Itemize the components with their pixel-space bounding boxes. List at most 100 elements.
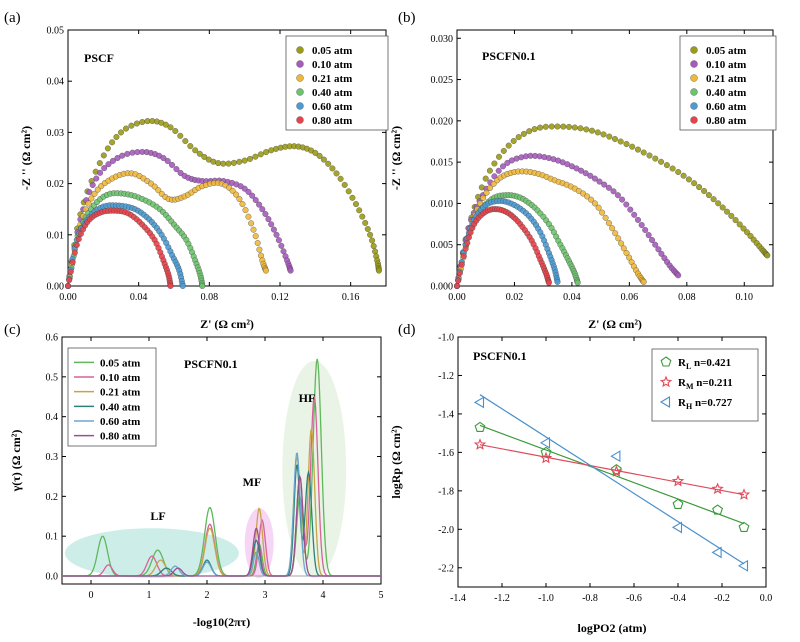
series-0.80-atm [454,206,552,289]
data-point [160,155,167,161]
x-tick-label: 0.12 [271,292,289,303]
series-0.80-atm [65,207,174,289]
x-tick-label: -1.4 [450,593,466,604]
data-point [275,237,282,244]
legend-label: 0.80 atm [100,431,140,443]
x-tick-label: -0.8 [582,593,598,604]
data-point [86,189,93,196]
y-tick-label: 0.3 [46,452,59,463]
data-point [273,231,280,238]
y-tick-label: 0.03 [47,128,65,139]
y-tick-label: 0.000 [431,282,454,293]
y-tick-label: 0.6 [46,333,59,344]
data-point [515,134,522,141]
x-tick-label: 3 [263,590,268,601]
data-point [262,211,269,217]
data-point [649,237,655,243]
data-point [252,153,259,160]
data-point [239,201,246,208]
y-tick-label: -1.2 [438,371,454,382]
data-point [623,250,630,256]
legend-label: 0.80 atm [312,115,352,127]
data-point [236,196,243,202]
legend-marker [690,102,698,110]
data-point [623,141,630,147]
marker-triangle-left [610,450,621,463]
legend-marker [690,116,698,124]
data-point [587,172,594,179]
data-point [605,220,612,227]
data-point [658,158,665,165]
x-tick-label: 1 [147,590,152,601]
legend-label: 0.10 atm [706,59,746,71]
y-tick-label: -1.6 [438,448,454,459]
y-axis-label: -Z '' (Ω cm²) [389,126,403,190]
data-point [464,239,471,246]
data-point [696,184,703,191]
data-point [229,187,236,194]
data-point [187,143,194,150]
y-axis-label: γ(τ) (Ω cm²) [9,430,23,493]
data-point [566,123,572,130]
data-point [177,132,184,139]
data-point [609,225,616,232]
plot-frame [457,336,767,588]
marker-triangle-left [539,436,551,449]
data-point [109,139,116,146]
data-point [612,230,619,237]
data-point [500,147,507,154]
marker-star [610,465,623,477]
data-point [510,138,517,144]
data-point [353,201,359,208]
marker-star [737,488,751,500]
legend-box [67,347,157,447]
y-tick-label: 0.010 [431,199,454,210]
data-point [764,252,771,259]
data-point [225,160,232,167]
y-tick-label: 0.05 [47,26,65,37]
x-tick-label: -0.4 [670,593,686,604]
data-point [182,138,189,144]
data-point [109,157,116,164]
data-point [496,153,502,160]
legend-marker [690,88,698,96]
data-point [167,124,174,131]
data-point [241,185,248,192]
data-point [114,155,121,161]
y-axis-label: -Z '' (Ω cm²) [19,126,33,190]
legend-label: RL n=0.421 [678,357,731,371]
x-axis-label: -log10(2πτ) [193,615,250,629]
marker-triangle-left [711,546,722,559]
data-point [359,213,366,220]
data-point [588,196,595,203]
data-point [626,254,633,261]
data-point [740,225,747,232]
data-point [545,279,552,286]
plot-frame [67,29,387,287]
y-tick-label: 0.02 [47,179,65,190]
data-point [480,194,487,201]
x-axis-label: logPO2 (atm) [578,621,647,635]
data-point [640,149,647,156]
legend-label: 0.10 atm [312,59,352,71]
data-point [680,172,687,179]
data-point [619,196,626,203]
y-tick-label: -1.0 [438,333,454,344]
legend-marker [296,88,304,96]
marker-pentagon [738,521,750,532]
data-point [715,200,722,207]
data-point [614,192,621,199]
data-point [236,158,243,165]
data-point [642,227,649,233]
marker-pentagon [672,498,684,509]
data-point [701,188,708,194]
x-tick-label: 4 [321,590,326,601]
data-point [364,226,371,232]
data-point [173,166,180,173]
legend-sub: M [686,382,694,391]
data-point [129,149,136,156]
x-tick-label: 0.00 [448,292,466,303]
legend-label: 0.21 atm [706,73,746,85]
data-point [675,169,682,175]
data-point [531,126,538,133]
